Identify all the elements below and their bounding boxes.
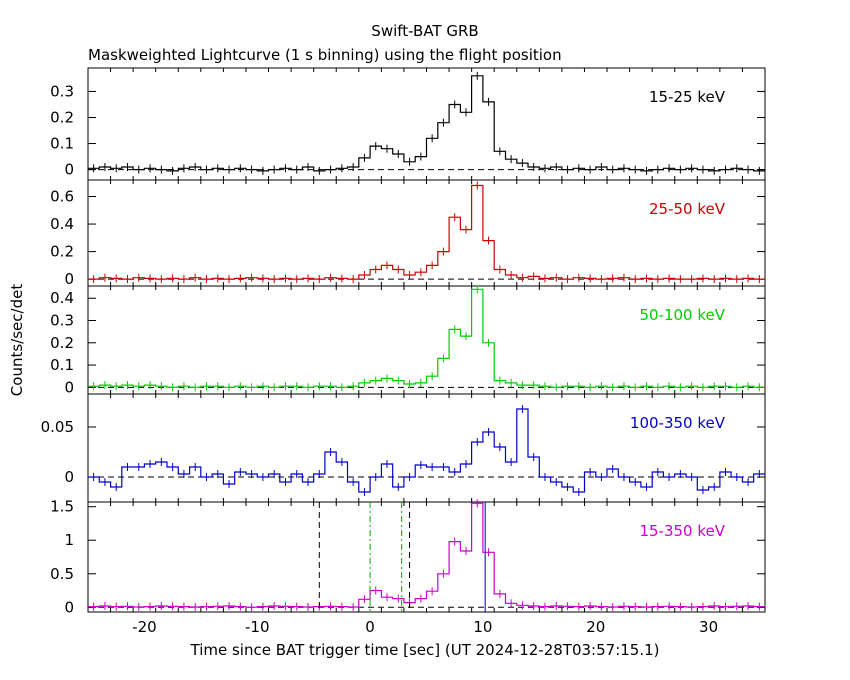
y-tick-label: 0 — [64, 598, 74, 616]
band-label: 15-25 keV — [649, 88, 726, 106]
panel-1: 0 0.2 0.4 0.6 25-50 keV — [50, 179, 766, 288]
y-axis-label: Counts/sec/det — [8, 284, 26, 397]
x-tick-label: 30 — [699, 618, 718, 636]
series-line — [88, 184, 765, 280]
y-tick-label: 0.6 — [50, 188, 74, 206]
x-axis-label: Time since BAT trigger time [sec] (UT 20… — [190, 641, 660, 659]
y-tick-label: 0.1 — [50, 356, 74, 374]
y-tick-label: 0.5 — [50, 565, 74, 583]
y-tick-label: 0.3 — [50, 312, 74, 330]
x-tick-label: 20 — [586, 618, 605, 636]
y-tick-label: 0.2 — [50, 243, 74, 261]
panel-4: 0 0.5 1 1.5 15-350 keV — [50, 498, 766, 616]
y-tick-label: 0.4 — [50, 215, 74, 233]
x-tick-label: 0 — [365, 618, 375, 636]
panel-0: 0 0.1 0.2 0.3 15-25 keV — [50, 67, 766, 181]
panel-frame — [87, 67, 766, 181]
y-tick-label: 0.2 — [50, 334, 74, 352]
band-label: 50-100 keV — [639, 306, 725, 324]
chart-title: Swift-BAT GRB — [371, 22, 478, 40]
y-tick-label: 0 — [64, 270, 74, 288]
x-tick-label: -20 — [132, 618, 157, 636]
y-tick-label: 0.3 — [50, 82, 74, 100]
y-tick-label: 0 — [64, 378, 74, 396]
y-tick-label: 1 — [64, 531, 74, 549]
y-tick-label: 1.5 — [50, 498, 74, 516]
y-tick-label: 0.05 — [41, 418, 74, 436]
panel-3: 0 0.05 100-350 keV — [41, 393, 766, 503]
y-tick-label: 0.4 — [50, 289, 74, 307]
chart-subtitle: Maskweighted Lightcurve (1 s binning) us… — [88, 46, 562, 64]
panel-frame — [87, 393, 766, 503]
x-tick-label: -10 — [245, 618, 270, 636]
y-tick-label: 0.2 — [50, 108, 74, 126]
band-label: 15-350 keV — [639, 522, 725, 540]
series-line — [88, 502, 765, 608]
y-tick-label: 0 — [64, 161, 74, 179]
y-tick-label: 0.1 — [50, 135, 74, 153]
band-label: 25-50 keV — [649, 200, 726, 218]
series-line — [88, 75, 765, 172]
band-label: 100-350 keV — [630, 414, 726, 432]
panel-2: 0 0.1 0.2 0.3 0.4 50-100 keV — [50, 285, 766, 396]
series-line — [88, 288, 765, 388]
x-tick-label: 10 — [473, 618, 492, 636]
y-tick-label: 0 — [64, 468, 74, 486]
